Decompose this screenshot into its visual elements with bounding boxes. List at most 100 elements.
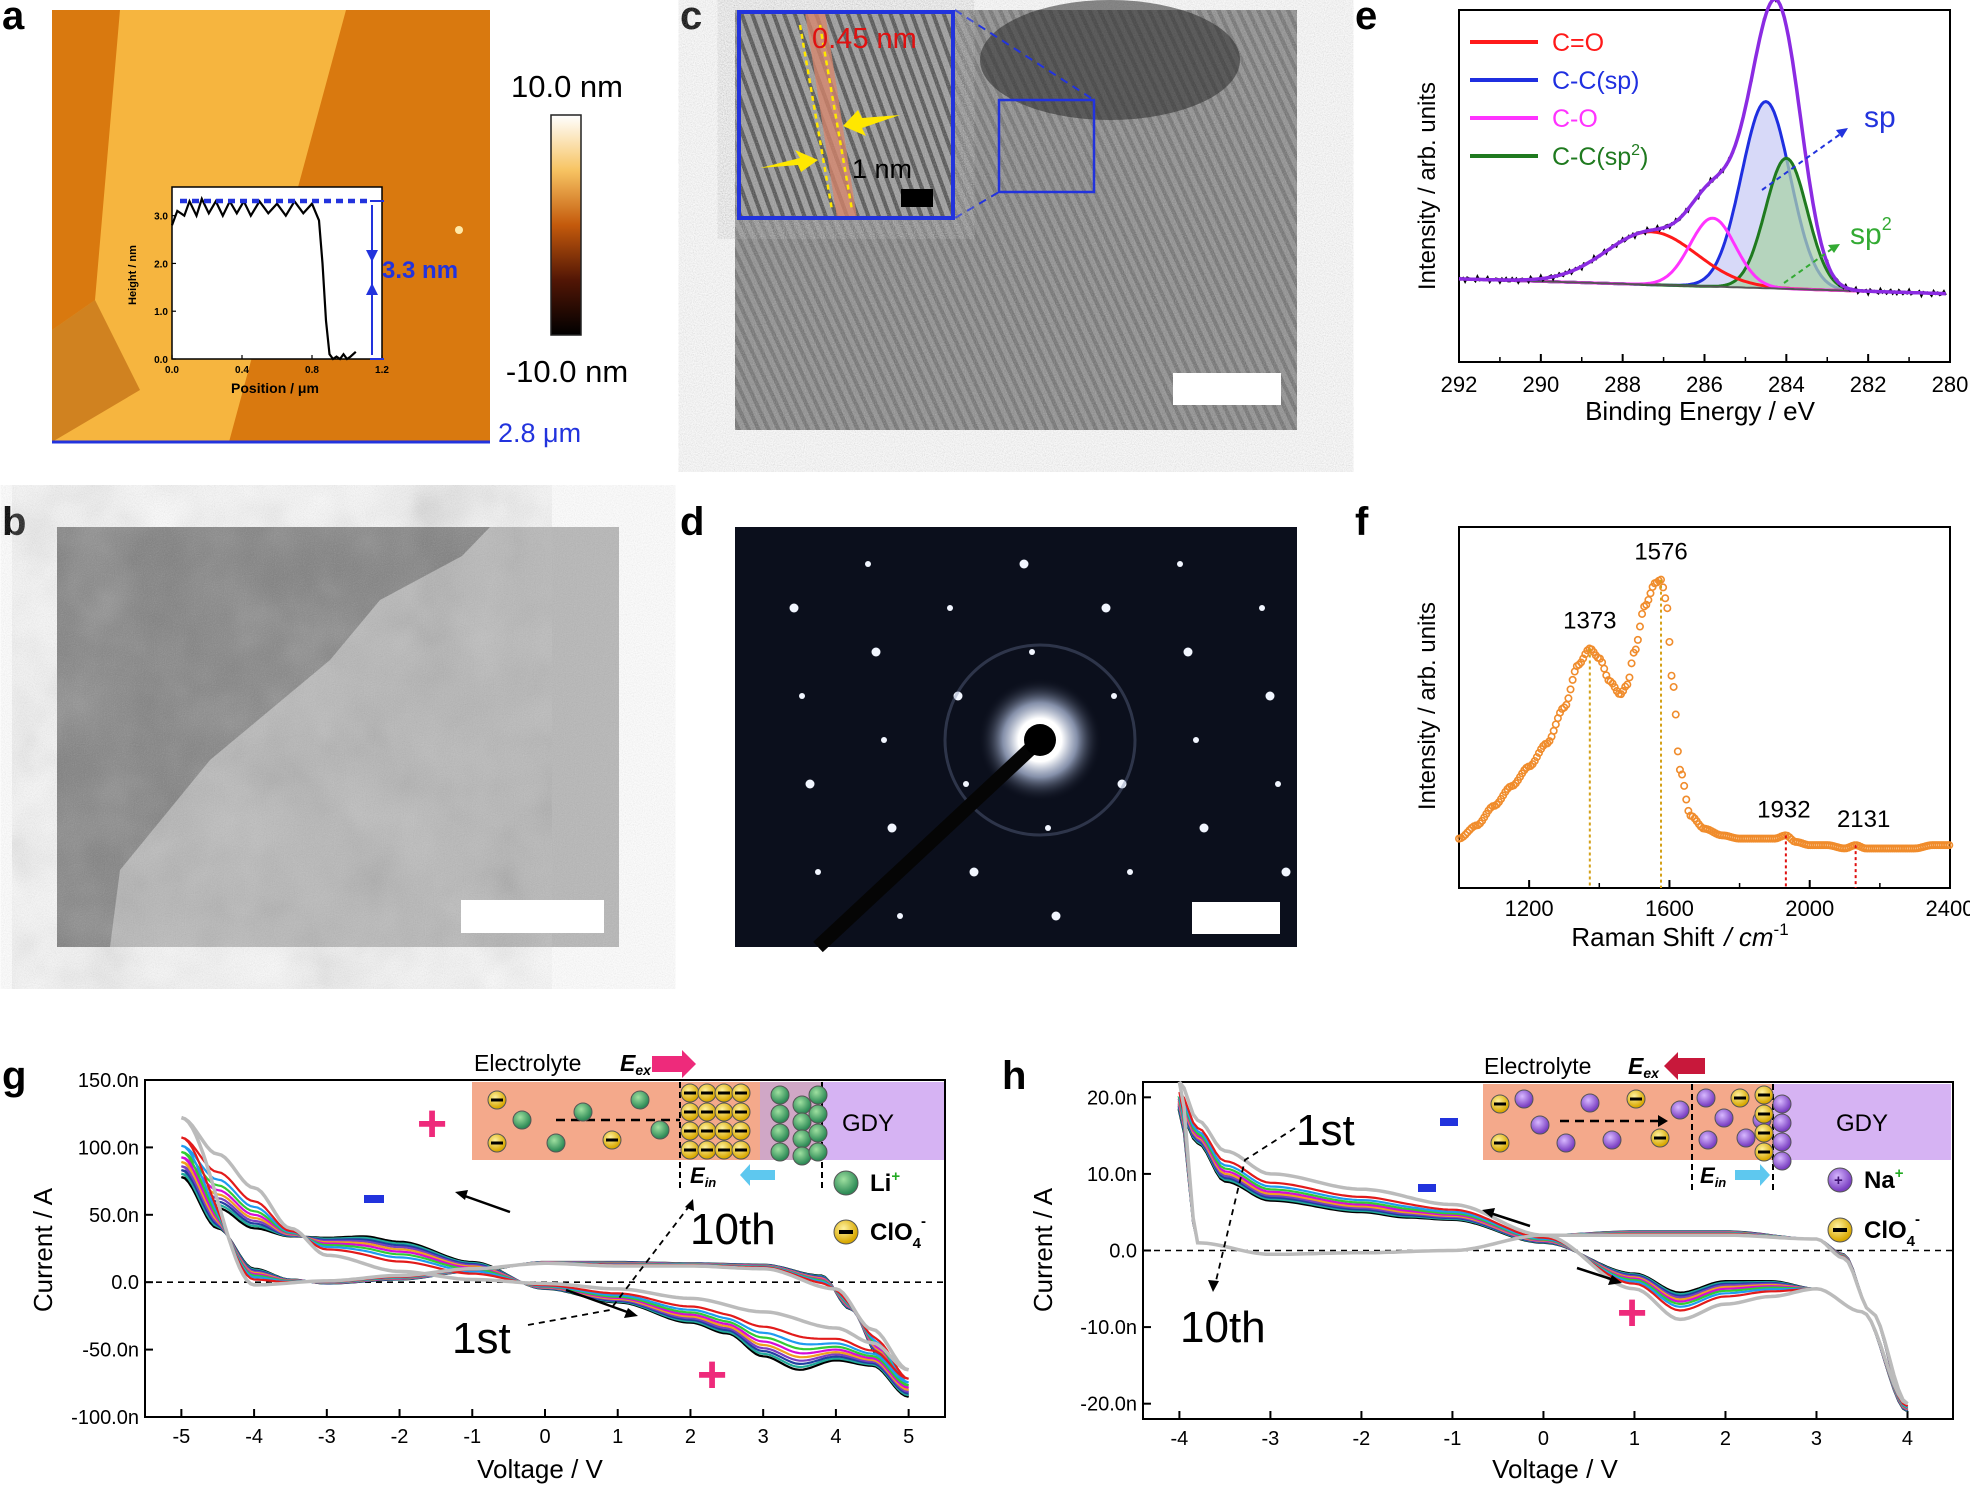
diffraction-spot xyxy=(1199,823,1209,833)
arrow-icon xyxy=(760,150,818,172)
h-plus-sign: + xyxy=(1617,1284,1647,1342)
g-plus-sign: + xyxy=(697,1346,727,1404)
raman-data-point xyxy=(1623,680,1632,689)
raman-data-point xyxy=(1549,726,1558,735)
na-ion-icon xyxy=(1827,1167,1853,1193)
tick-label: 2.0 xyxy=(154,259,168,270)
xps-chart: 292 290 288 286 284 282 280 Binding Energy / e… xyxy=(1414,0,1968,426)
g-ylabel: Current / A xyxy=(28,1187,58,1312)
diffraction-spot xyxy=(1117,779,1127,789)
na-ion-icon xyxy=(1530,1115,1550,1135)
legend-label: C-C(sp2) xyxy=(1552,142,1648,171)
diffraction-spot xyxy=(1193,737,1199,743)
raman-data-point xyxy=(1579,654,1588,663)
xps-ylabel: Intensity / arb. units xyxy=(1414,82,1441,290)
panel-letter-g: g xyxy=(2,1054,27,1098)
tick-label: 4 xyxy=(830,1426,841,1448)
li-ion-icon xyxy=(770,1104,790,1124)
cv-cycle-line xyxy=(181,1150,910,1387)
g-plus-sign: + xyxy=(417,1095,447,1153)
diffraction-spot xyxy=(947,605,953,611)
g-xlabel: Voltage / V xyxy=(477,1454,603,1484)
na-ion-icon xyxy=(1556,1133,1576,1153)
raman-data-point xyxy=(1568,675,1577,684)
diffraction-spot xyxy=(1029,649,1035,655)
tick-label: -50.0n xyxy=(82,1340,139,1362)
na-ion-icon xyxy=(1772,1151,1792,1171)
raman-data-point xyxy=(1606,677,1615,686)
li-ion-icon xyxy=(792,1095,812,1115)
li-ion-icon xyxy=(808,1123,828,1143)
raman-data-point xyxy=(1682,795,1691,804)
tick-label: 10.0n xyxy=(1087,1164,1137,1186)
cv-cycle-line xyxy=(1177,1080,1909,1406)
tick-label: 284 xyxy=(1768,372,1805,397)
peak-label: 1373 xyxy=(1563,608,1616,635)
li-ion-icon xyxy=(770,1085,790,1105)
tick-label: 3 xyxy=(758,1426,769,1448)
diffraction-spot xyxy=(805,779,815,789)
panel-letter-e: e xyxy=(1355,0,1378,38)
d-spacing-label: 0.45 nm xyxy=(812,23,917,55)
tick-label: -3 xyxy=(318,1426,336,1448)
afm-height-profile-inset: 0.0 0.4 0.8 1.2 0.0 1.0 2.0 3.0 Height / nm Pos… xyxy=(127,186,389,396)
panel-letter-h: h xyxy=(1002,1054,1027,1098)
diffraction-spot xyxy=(963,781,969,787)
field-arrow-icon xyxy=(1735,1164,1770,1186)
afm-scale-label: 2.8 μm xyxy=(498,418,581,448)
afm-particle xyxy=(455,226,463,234)
diffraction-spot xyxy=(953,691,963,701)
diffraction-spot xyxy=(969,867,979,877)
g-gdy-label: GDY xyxy=(842,1110,894,1137)
saed-pattern xyxy=(735,527,1297,953)
na-ion-icon xyxy=(1698,1130,1718,1150)
tem-image xyxy=(57,527,619,947)
raman-data-point xyxy=(1530,756,1539,765)
na-ion-icon xyxy=(1696,1088,1716,1108)
diffraction-spot xyxy=(1127,869,1133,875)
tick-label: 5 xyxy=(903,1426,914,1448)
li-ion-icon xyxy=(792,1146,812,1166)
g-schematic: GDY Electrolyte Eex Ein Li+ ClO4- xyxy=(472,1050,944,1252)
cv-cycle-line xyxy=(180,1116,910,1372)
raman-data-point xyxy=(1532,753,1541,762)
raman-data-point xyxy=(1945,841,1954,850)
colorbar xyxy=(550,114,582,336)
sp2-annotation: sp2 xyxy=(1850,214,1892,251)
li-ion-icon xyxy=(573,1102,593,1122)
li-ion-icon xyxy=(770,1142,790,1162)
tick-label: -1 xyxy=(463,1426,481,1448)
raman-data-point xyxy=(1633,635,1642,644)
h-gdy-label: GDY xyxy=(1836,1110,1888,1137)
tick-label: -5 xyxy=(172,1426,190,1448)
h-ylabel: Current / A xyxy=(1028,1187,1058,1312)
raman-data-point xyxy=(1661,594,1670,603)
diffraction-spot xyxy=(1101,603,1111,613)
tick-label: -10.0n xyxy=(1080,1317,1137,1339)
hrtem-inset: 0.45 nm 1 nm xyxy=(737,10,955,220)
raman-data-point xyxy=(1631,645,1640,654)
diffraction-spot xyxy=(1281,867,1291,877)
g-ion2-label: ClO4- xyxy=(870,1213,926,1252)
g-ein-label: Ein xyxy=(690,1163,716,1190)
h-ion2-label: ClO4- xyxy=(1864,1211,1920,1250)
g-tenth-cycle-label: 10th xyxy=(690,1205,776,1254)
tick-label: 20.0n xyxy=(1087,1087,1137,1109)
tick-label: 2400 xyxy=(1926,896,1970,921)
tick-label: 0.4 xyxy=(235,365,249,376)
raman-data-point xyxy=(1673,747,1682,756)
g-electrolyte-label: Electrolyte xyxy=(474,1050,581,1076)
tick-label: 1.2 xyxy=(375,365,389,376)
diffraction-spot xyxy=(815,869,821,875)
diffraction-spot xyxy=(1275,781,1281,787)
tick-label: 0.0 xyxy=(165,365,179,376)
tick-label: -1 xyxy=(1444,1428,1462,1450)
li-ion-icon xyxy=(833,1170,859,1196)
cv-chart-li: -5 -4 -3 -2 -1 0 1 2 3 4 5 150.0n 100.0n 50.0n 0.0 -50.… xyxy=(28,1050,946,1484)
arrow-icon xyxy=(843,110,900,136)
scale-bar xyxy=(1192,902,1280,934)
raman-data-point xyxy=(1646,589,1655,598)
field-arrow-icon xyxy=(740,1164,775,1186)
xps-legend: C=O C-C(sp) C-O C-C(sp2) xyxy=(1470,29,1648,171)
raman-data-point xyxy=(1625,673,1634,682)
